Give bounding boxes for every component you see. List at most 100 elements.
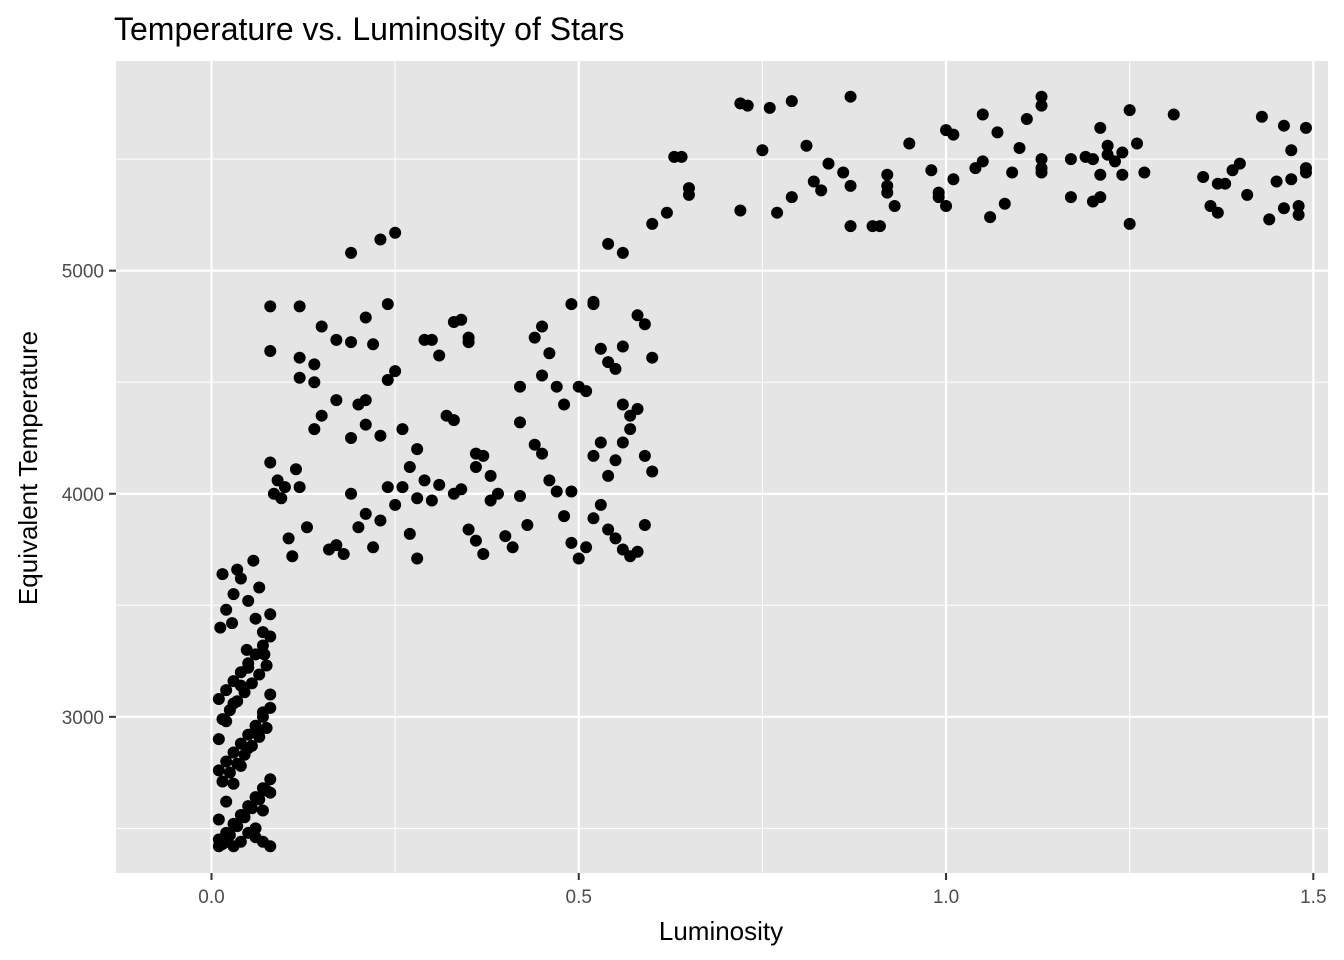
data-point — [536, 369, 549, 382]
x-tick-label: 0.5 — [566, 887, 592, 908]
data-point — [1241, 188, 1254, 201]
data-point — [638, 318, 651, 331]
data-point — [594, 498, 607, 511]
data-point — [403, 461, 416, 473]
data-point — [925, 164, 938, 177]
data-point — [675, 150, 688, 163]
data-point — [1108, 155, 1121, 168]
data-point — [245, 802, 258, 815]
data-point — [1138, 166, 1151, 179]
data-point — [1101, 139, 1114, 152]
data-point — [253, 668, 266, 681]
data-point — [638, 519, 651, 531]
data-point — [418, 474, 431, 487]
data-point — [345, 432, 358, 444]
data-point — [425, 494, 438, 507]
data-point — [242, 826, 255, 839]
data-point — [433, 349, 446, 362]
data-point — [785, 95, 798, 108]
data-point — [389, 226, 402, 239]
data-point — [389, 365, 402, 378]
data-point — [873, 220, 886, 233]
data-point — [264, 773, 277, 786]
data-point — [220, 684, 233, 697]
data-point — [1035, 99, 1048, 112]
data-point — [264, 345, 277, 357]
data-point — [462, 523, 475, 536]
data-point — [646, 465, 659, 478]
data-point — [264, 786, 277, 799]
data-point — [345, 487, 358, 500]
data-point — [565, 298, 578, 311]
data-point — [1285, 173, 1298, 186]
data-point — [374, 514, 387, 527]
data-point — [231, 563, 244, 576]
data-point — [514, 380, 526, 393]
major-gridlines — [116, 61, 1328, 873]
data-point — [253, 793, 266, 806]
data-point — [359, 418, 372, 431]
data-point — [227, 746, 240, 759]
x-tick-label: 1.5 — [1300, 887, 1326, 908]
data-point — [903, 137, 916, 150]
data-point — [1013, 142, 1026, 154]
data-point — [1211, 206, 1224, 219]
data-point — [216, 568, 229, 581]
data-point — [223, 766, 236, 779]
data-point — [998, 197, 1011, 210]
data-point — [345, 246, 358, 259]
data-point — [1123, 217, 1136, 230]
data-point — [337, 548, 350, 560]
data-point — [240, 643, 253, 656]
data-point — [616, 340, 629, 353]
data-point — [212, 733, 225, 746]
data-points — [212, 90, 1312, 853]
data-point — [216, 775, 229, 788]
data-point — [1064, 153, 1077, 166]
data-point — [220, 755, 233, 768]
data-point — [587, 512, 600, 525]
data-point — [514, 490, 526, 502]
data-point — [499, 530, 512, 543]
data-point — [550, 380, 563, 393]
data-point — [212, 840, 225, 853]
data-point — [1285, 144, 1298, 157]
data-point — [256, 804, 269, 817]
data-point — [247, 554, 260, 567]
data-point — [763, 101, 776, 114]
data-point — [565, 485, 578, 498]
data-point — [536, 447, 549, 460]
data-point — [293, 481, 306, 494]
data-point — [234, 759, 247, 772]
data-point — [631, 309, 644, 322]
data-point — [381, 481, 394, 494]
data-point — [220, 795, 233, 808]
y-axis-title: Equivalent Temperature — [13, 331, 43, 605]
data-point — [646, 217, 659, 230]
data-point — [881, 168, 894, 181]
data-point — [249, 724, 262, 737]
y-tick-labels: 3000 4000 5000 — [62, 262, 104, 729]
data-point — [234, 679, 247, 692]
y-tick-label: 5000 — [62, 262, 104, 283]
data-point — [932, 186, 945, 199]
data-point — [455, 483, 468, 496]
data-point — [227, 777, 240, 790]
data-point — [238, 811, 251, 824]
data-point — [976, 108, 989, 121]
data-point — [1123, 104, 1136, 117]
data-point — [991, 126, 1004, 139]
data-point — [286, 550, 299, 563]
x-tick-label: 0.0 — [198, 887, 224, 908]
data-point — [462, 336, 475, 349]
minor-gridlines — [116, 61, 1328, 873]
data-point — [381, 298, 394, 311]
data-point — [1116, 146, 1129, 159]
chart-title: Temperature vs. Luminosity of Stars — [114, 11, 624, 47]
data-point — [260, 659, 273, 672]
data-point — [881, 179, 894, 192]
data-point — [1094, 168, 1107, 181]
data-point — [433, 478, 446, 491]
data-point — [940, 200, 953, 212]
